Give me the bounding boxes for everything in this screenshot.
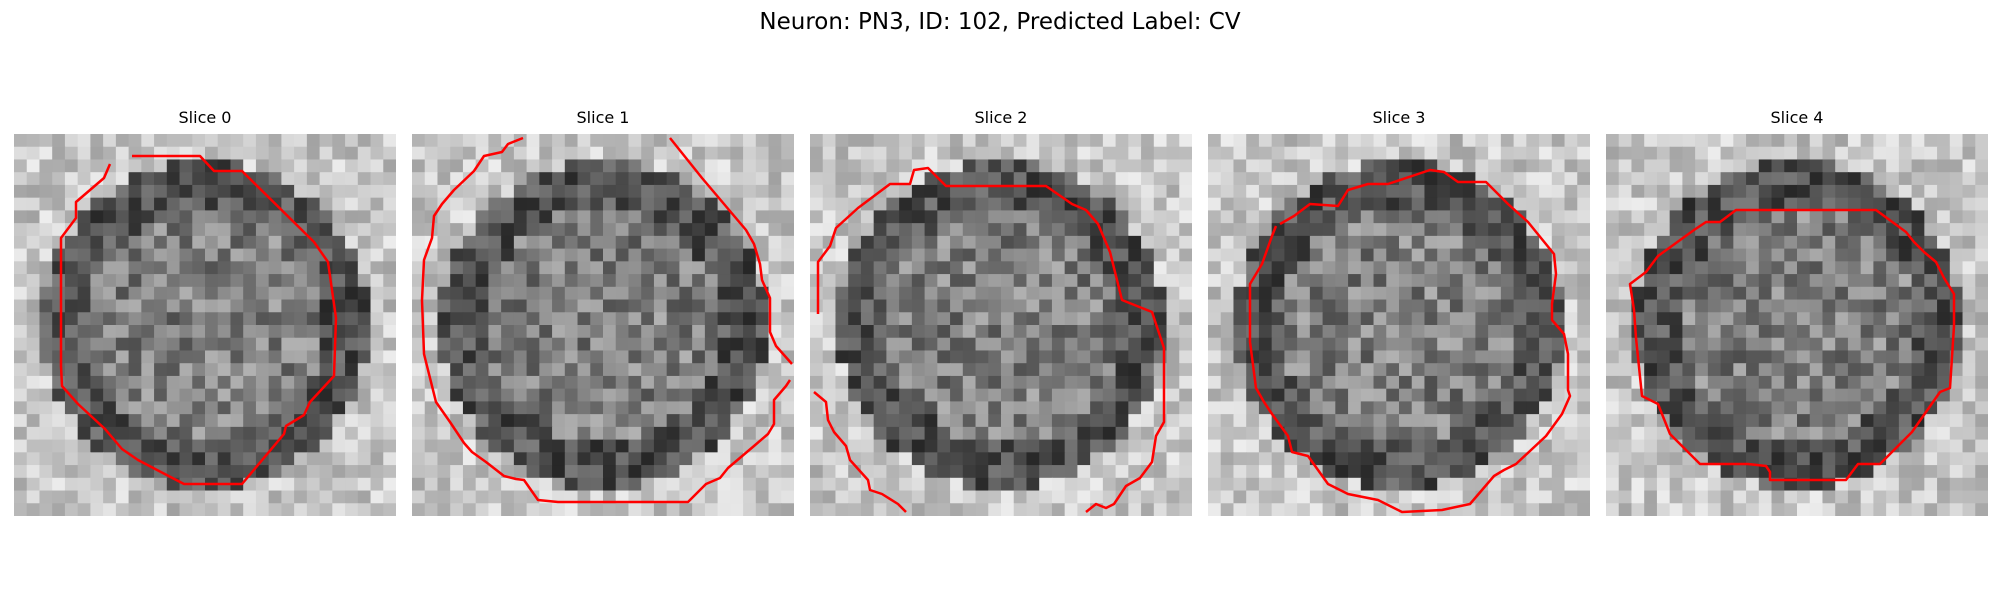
- segmentation-contour: [1248, 168, 1572, 514]
- pixel-grid: [1208, 134, 1590, 516]
- slice-panel-1: Slice 1: [412, 108, 794, 516]
- pixel-grid: [810, 134, 1192, 516]
- slice-panel-3: Slice 3: [1208, 108, 1590, 516]
- slice-title: Slice 1: [576, 108, 630, 127]
- segmentation-contour: [669, 137, 793, 365]
- segmentation-contour: [813, 391, 907, 513]
- pixel-grid: [14, 134, 396, 516]
- segmentation-contour: [420, 136, 792, 504]
- segmentation-contour: [1628, 208, 1956, 482]
- slice-image: [1208, 134, 1590, 516]
- figure-title: Neuron: PN3, ID: 102, Predicted Label: C…: [759, 9, 1241, 35]
- segmentation-contour: [59, 154, 338, 486]
- slice-title: Slice 4: [1770, 108, 1824, 127]
- pixel-grid: [412, 134, 794, 516]
- slice-image: [412, 134, 794, 516]
- slice-panel-0: Slice 0: [14, 108, 396, 516]
- slice-image: [810, 134, 1192, 516]
- slice-title: Slice 3: [1372, 108, 1426, 127]
- slice-image: [1606, 134, 1988, 516]
- slice-image: [14, 134, 396, 516]
- segmentation-contour: [816, 166, 1166, 513]
- pixel-grid: [1606, 134, 1988, 516]
- slice-title: Slice 2: [974, 108, 1028, 127]
- slice-panel-2: Slice 2: [810, 108, 1192, 516]
- slice-panel-4: Slice 4: [1606, 108, 1988, 516]
- slice-title: Slice 0: [178, 108, 232, 127]
